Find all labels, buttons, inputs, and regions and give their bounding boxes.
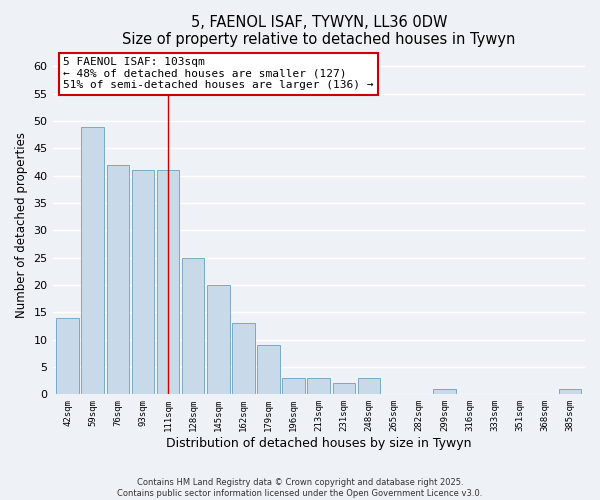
Bar	[182, 258, 205, 394]
Bar	[82, 126, 104, 394]
Y-axis label: Number of detached properties: Number of detached properties	[15, 132, 28, 318]
Bar	[157, 170, 179, 394]
Bar	[257, 345, 280, 395]
Bar	[107, 165, 129, 394]
Title: 5, FAENOL ISAF, TYWYN, LL36 0DW
Size of property relative to detached houses in : 5, FAENOL ISAF, TYWYN, LL36 0DW Size of …	[122, 15, 515, 48]
Bar	[232, 324, 255, 394]
Text: 5 FAENOL ISAF: 103sqm
← 48% of detached houses are smaller (127)
51% of semi-det: 5 FAENOL ISAF: 103sqm ← 48% of detached …	[63, 57, 374, 90]
Bar	[307, 378, 330, 394]
Bar	[283, 378, 305, 394]
X-axis label: Distribution of detached houses by size in Tywyn: Distribution of detached houses by size …	[166, 437, 472, 450]
Bar	[358, 378, 380, 394]
Bar	[433, 389, 455, 394]
Bar	[332, 384, 355, 394]
Bar	[56, 318, 79, 394]
Bar	[131, 170, 154, 394]
Bar	[207, 285, 230, 395]
Text: Contains HM Land Registry data © Crown copyright and database right 2025.
Contai: Contains HM Land Registry data © Crown c…	[118, 478, 482, 498]
Bar	[559, 389, 581, 394]
